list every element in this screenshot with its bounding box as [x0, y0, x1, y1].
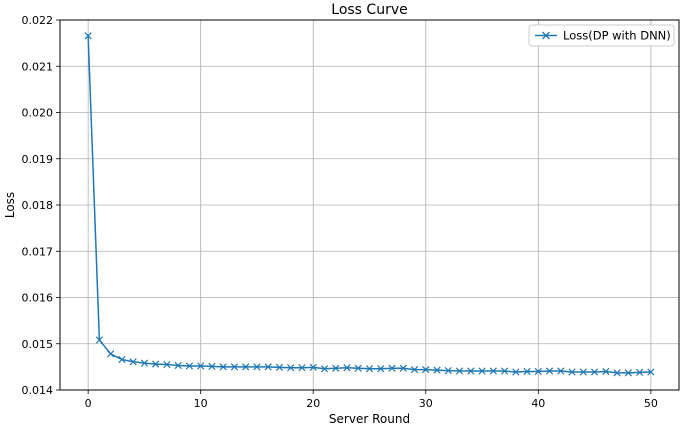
data-point-marker [590, 368, 599, 376]
y-tick-label: 0.020 [22, 107, 54, 120]
data-point-marker [264, 363, 272, 371]
data-point-marker [534, 367, 542, 376]
x-tick-label: 50 [644, 397, 658, 410]
x-tick-label: 0 [85, 397, 92, 410]
y-tick-label: 0.019 [22, 153, 54, 166]
y-tick-label: 0.016 [22, 292, 54, 305]
data-point-marker [512, 368, 520, 376]
x-tick-label: 40 [531, 397, 545, 410]
data-point-marker [242, 363, 250, 371]
data-point-marker [219, 363, 227, 371]
x-axis-label: Server Round [329, 412, 410, 426]
data-point-marker [84, 32, 92, 40]
data-point-marker [444, 366, 452, 375]
y-tick-label: 0.015 [22, 338, 54, 351]
data-point-marker [647, 368, 655, 376]
legend-label: Loss(DP with DNN) [563, 29, 671, 43]
data-point-marker [478, 367, 486, 375]
y-tick-label: 0.018 [22, 199, 54, 212]
data-point-marker [635, 368, 644, 377]
x-tick-label: 30 [419, 397, 433, 410]
data-point-marker [388, 364, 396, 372]
data-point-marker [422, 366, 430, 374]
series-layer [84, 32, 655, 377]
data-point-marker [613, 369, 621, 377]
data-point-marker [545, 367, 554, 375]
data-point-marker [107, 350, 115, 358]
y-tick-label: 0.022 [22, 14, 54, 27]
y-axis-label: Loss [3, 192, 17, 218]
data-point-marker [579, 368, 587, 376]
data-point-marker [140, 359, 149, 367]
data-point-marker [230, 363, 239, 371]
data-point-marker [568, 368, 576, 376]
data-point-marker [557, 367, 565, 375]
data-point-marker [197, 362, 205, 370]
axis-ticks: 0 10 20 30 40 50 0.014 0.015 0.016 0.017 0.018 0.01… [22, 14, 658, 410]
legend: Loss(DP with DNN) [528, 24, 675, 47]
x-tick-label: 10 [194, 397, 208, 410]
data-point-marker [523, 367, 531, 376]
legend-marker-x [542, 31, 550, 40]
data-point-marker [152, 360, 160, 368]
data-point-marker [365, 365, 374, 373]
legend-box [528, 24, 675, 47]
data-point-marker [399, 364, 407, 372]
data-point-marker [174, 361, 182, 370]
data-point-marker [489, 367, 497, 375]
data-point-marker [275, 363, 284, 371]
data-point-marker [602, 367, 610, 376]
data-point-marker [185, 362, 194, 370]
data-point-marker [287, 364, 295, 372]
y-tick-label: 0.021 [22, 60, 54, 73]
data-point-marker [354, 364, 362, 372]
y-tick-label: 0.017 [22, 245, 54, 258]
data-point-marker [624, 369, 632, 377]
data-point-marker [433, 366, 441, 374]
data-point-marker [208, 362, 216, 371]
data-point-marker [320, 365, 329, 373]
data-point-marker [377, 365, 385, 373]
data-point-marker [118, 355, 126, 364]
data-point-marker [95, 336, 104, 344]
data-point-marker [332, 364, 340, 372]
data-point-marker [467, 367, 475, 375]
data-point-marker [129, 358, 137, 366]
y-tick-label: 0.014 [22, 384, 54, 397]
data-point-marker [500, 367, 509, 375]
x-tick-label: 20 [306, 397, 320, 410]
data-point-marker [343, 364, 351, 372]
data-point-marker [309, 363, 317, 371]
chart-title: Loss Curve [331, 2, 407, 18]
data-point-marker [410, 366, 419, 374]
data-point-marker [455, 367, 464, 375]
data-point-marker [298, 364, 306, 372]
data-point-marker [163, 360, 171, 369]
data-point-marker [253, 363, 261, 371]
